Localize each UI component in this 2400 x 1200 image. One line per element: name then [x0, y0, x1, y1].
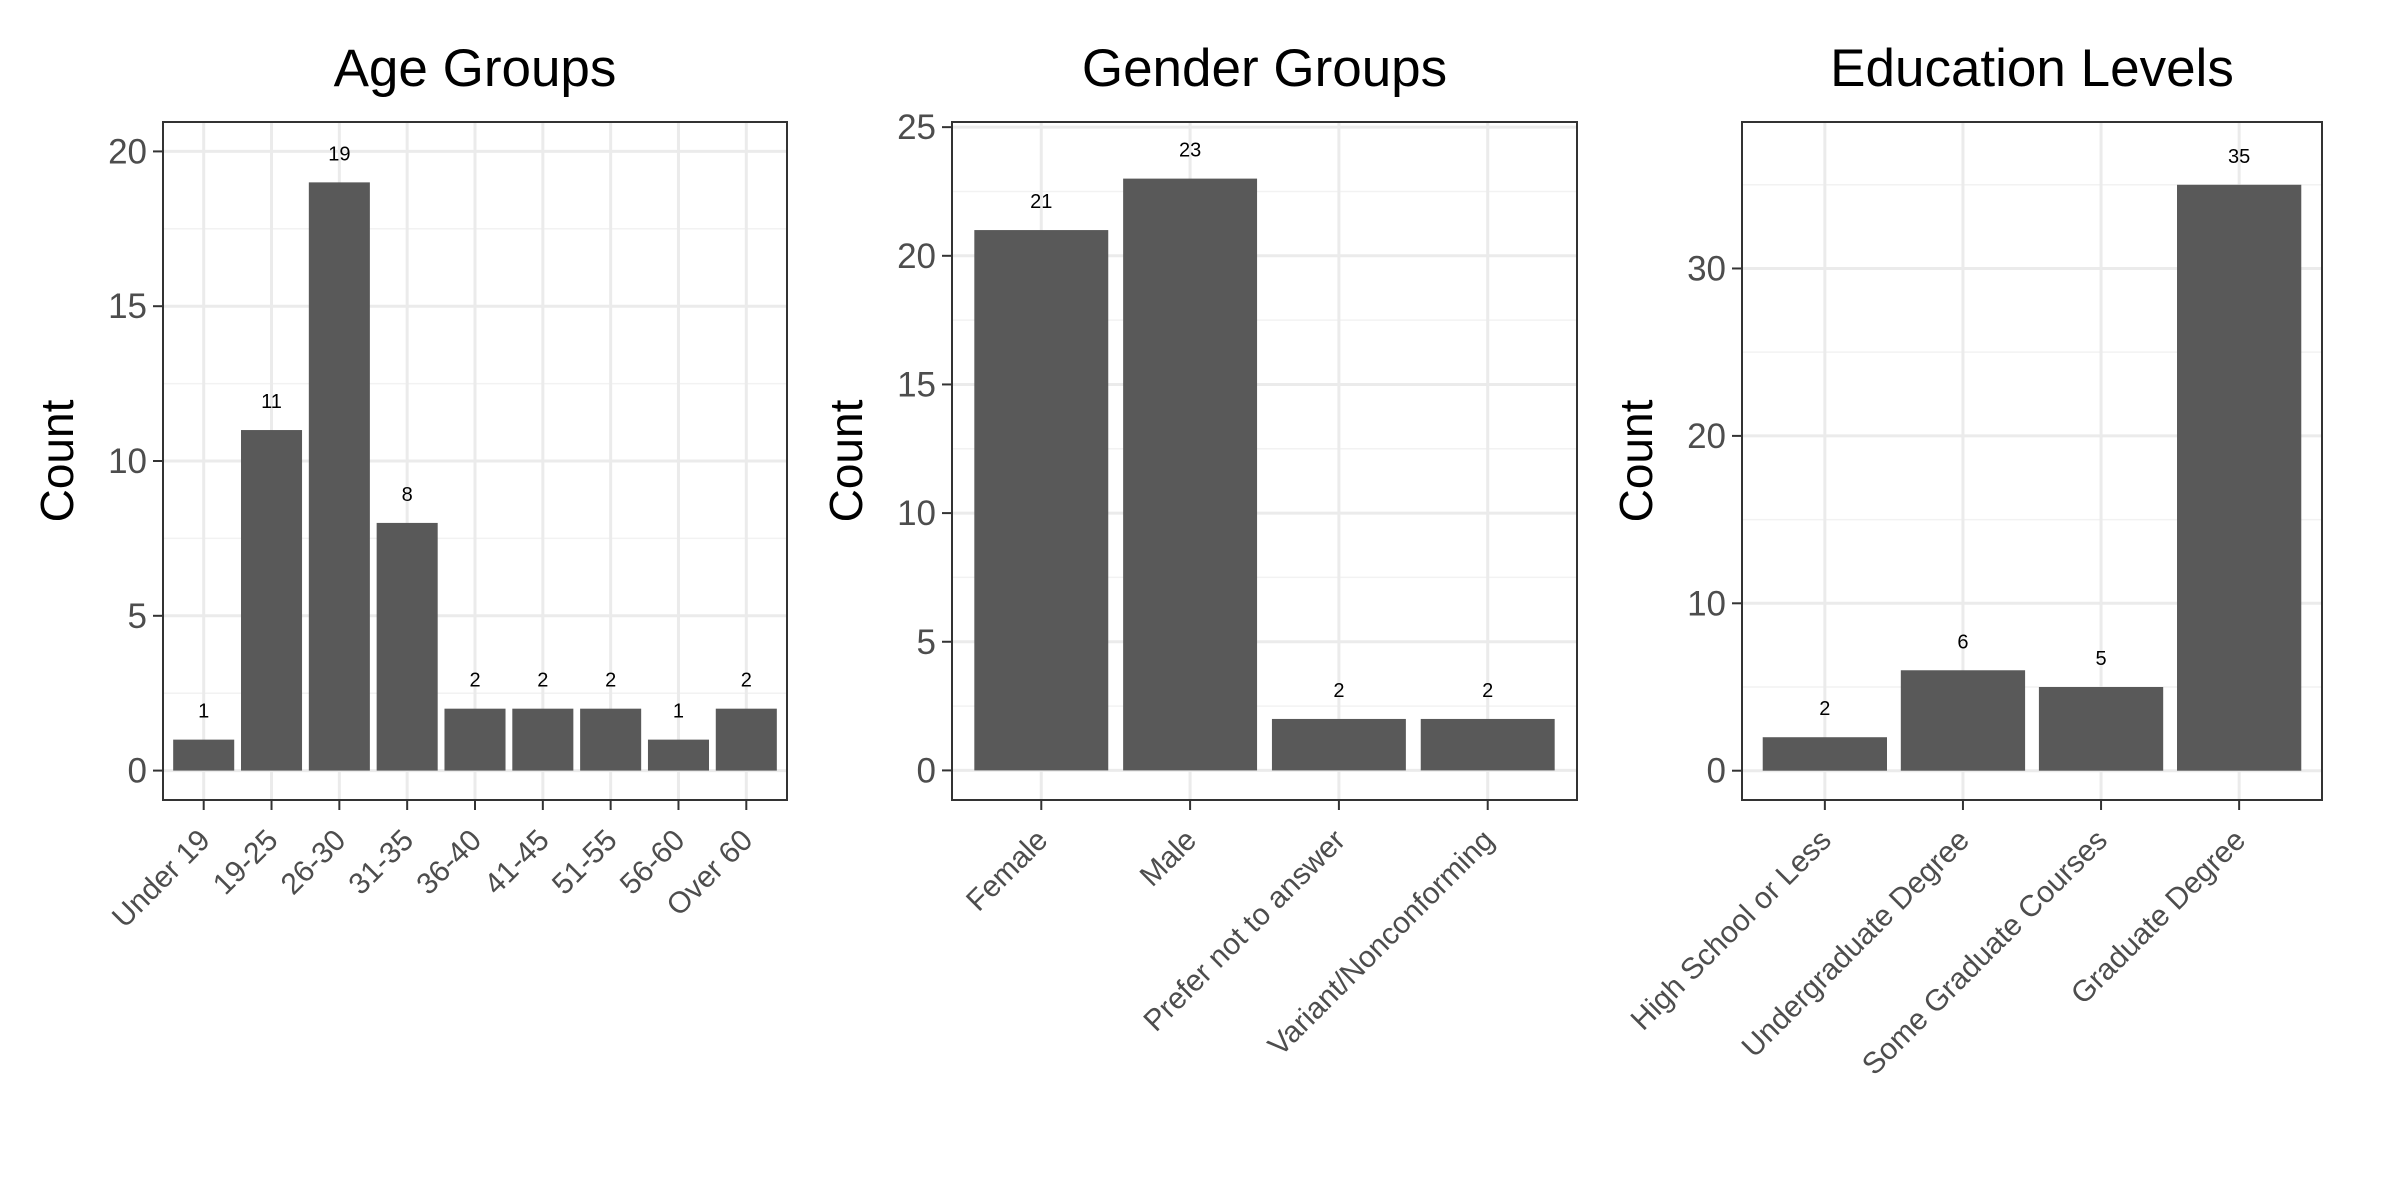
- bar: [308, 182, 370, 771]
- y-tick-label: 10: [108, 442, 147, 481]
- plot-border: [951, 121, 1578, 801]
- bar-value-label: 11: [261, 391, 282, 413]
- y-tick-label: 20: [1687, 417, 1726, 456]
- bar: [1900, 670, 2026, 771]
- y-tick-label: 15: [897, 365, 936, 404]
- bar-value-label: 2: [1333, 680, 1344, 702]
- y-axis-label: Count: [1610, 399, 1662, 522]
- bar-value-label: 1: [673, 701, 684, 723]
- bar-value-label: 23: [1179, 140, 1201, 162]
- bar-value-label: 2: [1819, 698, 1830, 720]
- chart-title: Education Levels: [1830, 39, 2234, 98]
- chart-title: Gender Groups: [1082, 39, 1447, 98]
- bar-value-label: 2: [741, 670, 752, 692]
- bar: [241, 430, 303, 771]
- bar: [1271, 718, 1406, 771]
- bar-value-label: 2: [469, 670, 480, 692]
- bar: [1762, 737, 1887, 771]
- bar: [376, 522, 438, 771]
- bar: [715, 708, 777, 771]
- bar-value-label: 2: [605, 670, 616, 692]
- y-tick-label: 10: [897, 494, 936, 533]
- bar: [1420, 718, 1555, 771]
- bar: [444, 708, 506, 771]
- chart-title: Age Groups: [334, 39, 617, 98]
- y-tick-label: 25: [897, 108, 936, 147]
- y-tick-label: 20: [897, 237, 936, 276]
- y-axis-label: Count: [31, 399, 83, 522]
- bar-value-label: 2: [537, 670, 548, 692]
- bar: [173, 739, 235, 771]
- bar-value-label: 2: [1482, 680, 1493, 702]
- y-tick-label: 20: [108, 132, 147, 171]
- bar-value-label: 35: [2228, 146, 2250, 168]
- y-tick-label: 30: [1687, 249, 1726, 288]
- bar-value-label: 21: [1030, 191, 1052, 213]
- bar-value-label: 8: [402, 484, 413, 506]
- y-tick-label: 0: [1707, 752, 1726, 791]
- y-tick-label: 15: [108, 287, 147, 326]
- y-tick-label: 10: [1687, 584, 1726, 623]
- bar-value-label: 1: [198, 701, 209, 723]
- plot-border: [1741, 121, 2323, 801]
- bar-value-label: 5: [2095, 648, 2106, 670]
- bar-value-label: 19: [328, 143, 350, 165]
- bar: [1123, 178, 1258, 771]
- bar: [2177, 184, 2302, 771]
- bar: [2038, 687, 2164, 771]
- y-tick-label: 0: [917, 751, 936, 790]
- y-tick-label: 5: [128, 597, 147, 636]
- bar: [580, 708, 642, 771]
- y-tick-label: 5: [917, 623, 936, 662]
- y-tick-label: 0: [128, 752, 147, 791]
- bar-value-label: 6: [1957, 631, 1968, 653]
- bar: [647, 739, 709, 771]
- y-axis-label: Count: [820, 399, 872, 522]
- bar: [974, 230, 1109, 771]
- bar: [512, 708, 574, 771]
